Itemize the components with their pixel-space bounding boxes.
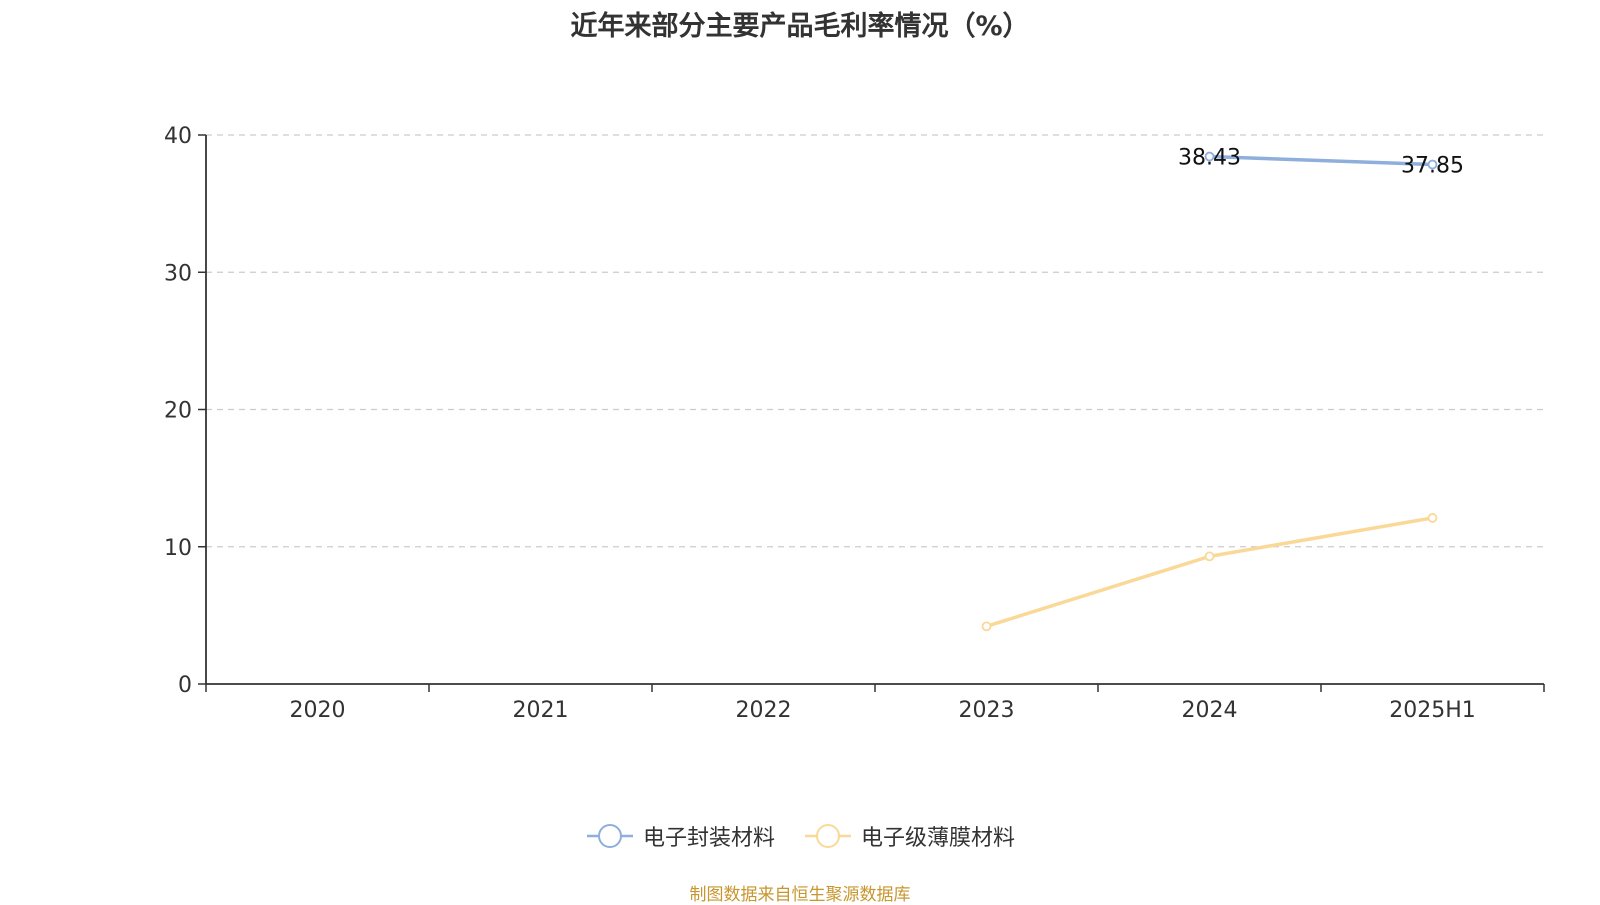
- data-label-0-2025H1: 37.85: [1401, 154, 1464, 179]
- legend: 电子封装材料 电子级薄膜材料: [0, 820, 1600, 852]
- series-lines: [981, 151, 1438, 632]
- data-point-1-2024[interactable]: [1204, 551, 1215, 562]
- data-label-0-2024: 38.43: [1178, 146, 1241, 171]
- legend-label: 电子封装材料: [642, 826, 775, 851]
- data-point-1-2023[interactable]: [981, 621, 992, 632]
- legend-label: 电子级薄膜材料: [861, 826, 1016, 851]
- series-line-1: [985, 516, 1433, 629]
- y-tick-label-20: 20: [164, 399, 192, 424]
- y-tick-label-0: 0: [178, 673, 192, 698]
- legend-swatch-icon: [805, 824, 851, 848]
- y-tick-label-30: 30: [164, 261, 192, 286]
- x-tick-label-2024: 2024: [1182, 698, 1238, 723]
- data-point-0-2024[interactable]: [1204, 151, 1215, 162]
- legend-item-0[interactable]: 电子封装材料: [585, 820, 775, 852]
- data-labels: 38.43 37.85: [1178, 146, 1464, 179]
- x-tick-label-2021: 2021: [513, 698, 569, 723]
- legend-item-1[interactable]: 电子级薄膜材料: [803, 820, 1015, 852]
- x-tick-label-2025H1: 2025H1: [1389, 698, 1476, 723]
- series-line-0: [1209, 154, 1433, 167]
- y-tick-label-40: 40: [164, 124, 192, 149]
- source-note: 制图数据来自恒生聚源数据库: [689, 885, 911, 905]
- x-tick-label-2022: 2022: [736, 698, 792, 723]
- x-tick-label-2023: 2023: [959, 698, 1015, 723]
- data-point-0-2025H1[interactable]: [1427, 159, 1438, 170]
- grid-lines: [206, 134, 1544, 548]
- data-point-1-2025H1[interactable]: [1427, 513, 1438, 523]
- y-tick-label-10: 10: [164, 536, 192, 561]
- x-tick-label-2020: 2020: [290, 698, 346, 723]
- chart-title: 近年来部分主要产品毛利率情况（%）: [570, 11, 1030, 42]
- legend-swatch-icon: [586, 824, 633, 848]
- axes: 0 10 20 30 40 2020 2021 2022 2023 2024 2025H1: [164, 124, 1545, 723]
